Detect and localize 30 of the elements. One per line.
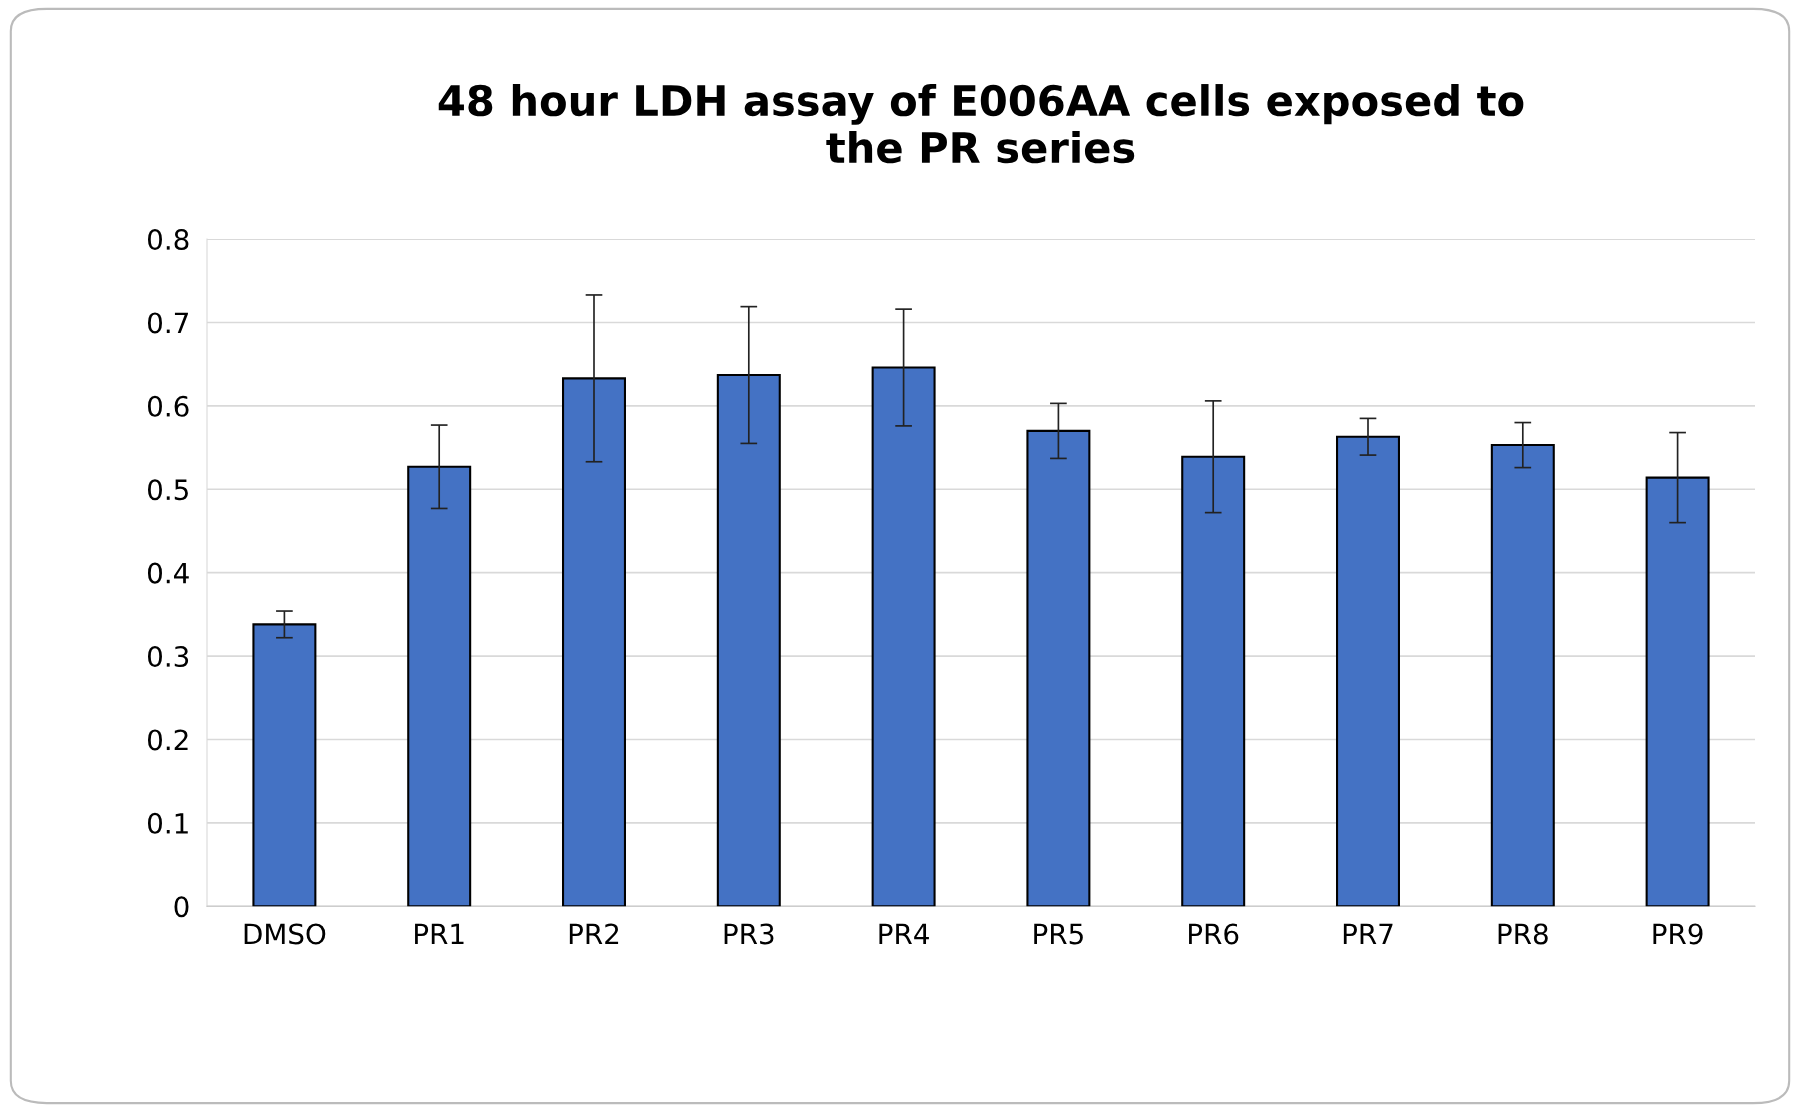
y-tick-label: 0.2	[147, 729, 188, 751]
bar	[716, 373, 781, 907]
bar	[407, 465, 472, 907]
y-tick-label: 0.4	[147, 562, 189, 584]
y-tick-label: 0.7	[147, 312, 188, 334]
bar	[1181, 455, 1246, 907]
x-tick-label: DMSO	[244, 923, 326, 945]
y-tick-label: 0.6	[147, 395, 189, 417]
y-tick-label: 0.3	[147, 646, 189, 668]
y-tick-label: 0.8	[147, 229, 189, 251]
bar	[1490, 444, 1555, 907]
x-tick-label: PR6	[1189, 923, 1239, 945]
y-tick-label: 0.1	[147, 812, 188, 834]
x-tick-label: PR4	[879, 923, 929, 945]
bar	[1336, 435, 1400, 907]
x-tick-label: PR3	[724, 923, 774, 945]
bar	[1026, 429, 1091, 907]
bar	[1645, 476, 1710, 907]
y-tick-label: 0.5	[147, 479, 188, 501]
bar	[562, 377, 626, 907]
y-tick-label: 0	[174, 896, 189, 918]
x-tick-label: PR7	[1343, 923, 1393, 945]
x-tick-label: PR9	[1653, 923, 1703, 945]
x-tick-label: PR2	[569, 923, 619, 945]
bar	[871, 366, 936, 907]
x-tick-label: PR5	[1034, 923, 1083, 945]
x-tick-label: PR1	[415, 923, 464, 945]
bar	[252, 623, 317, 907]
x-tick-label: PR8	[1498, 923, 1548, 945]
chart-title: 48 hour LDH assay of E006AA cells exposed to the PR series	[438, 84, 1524, 164]
